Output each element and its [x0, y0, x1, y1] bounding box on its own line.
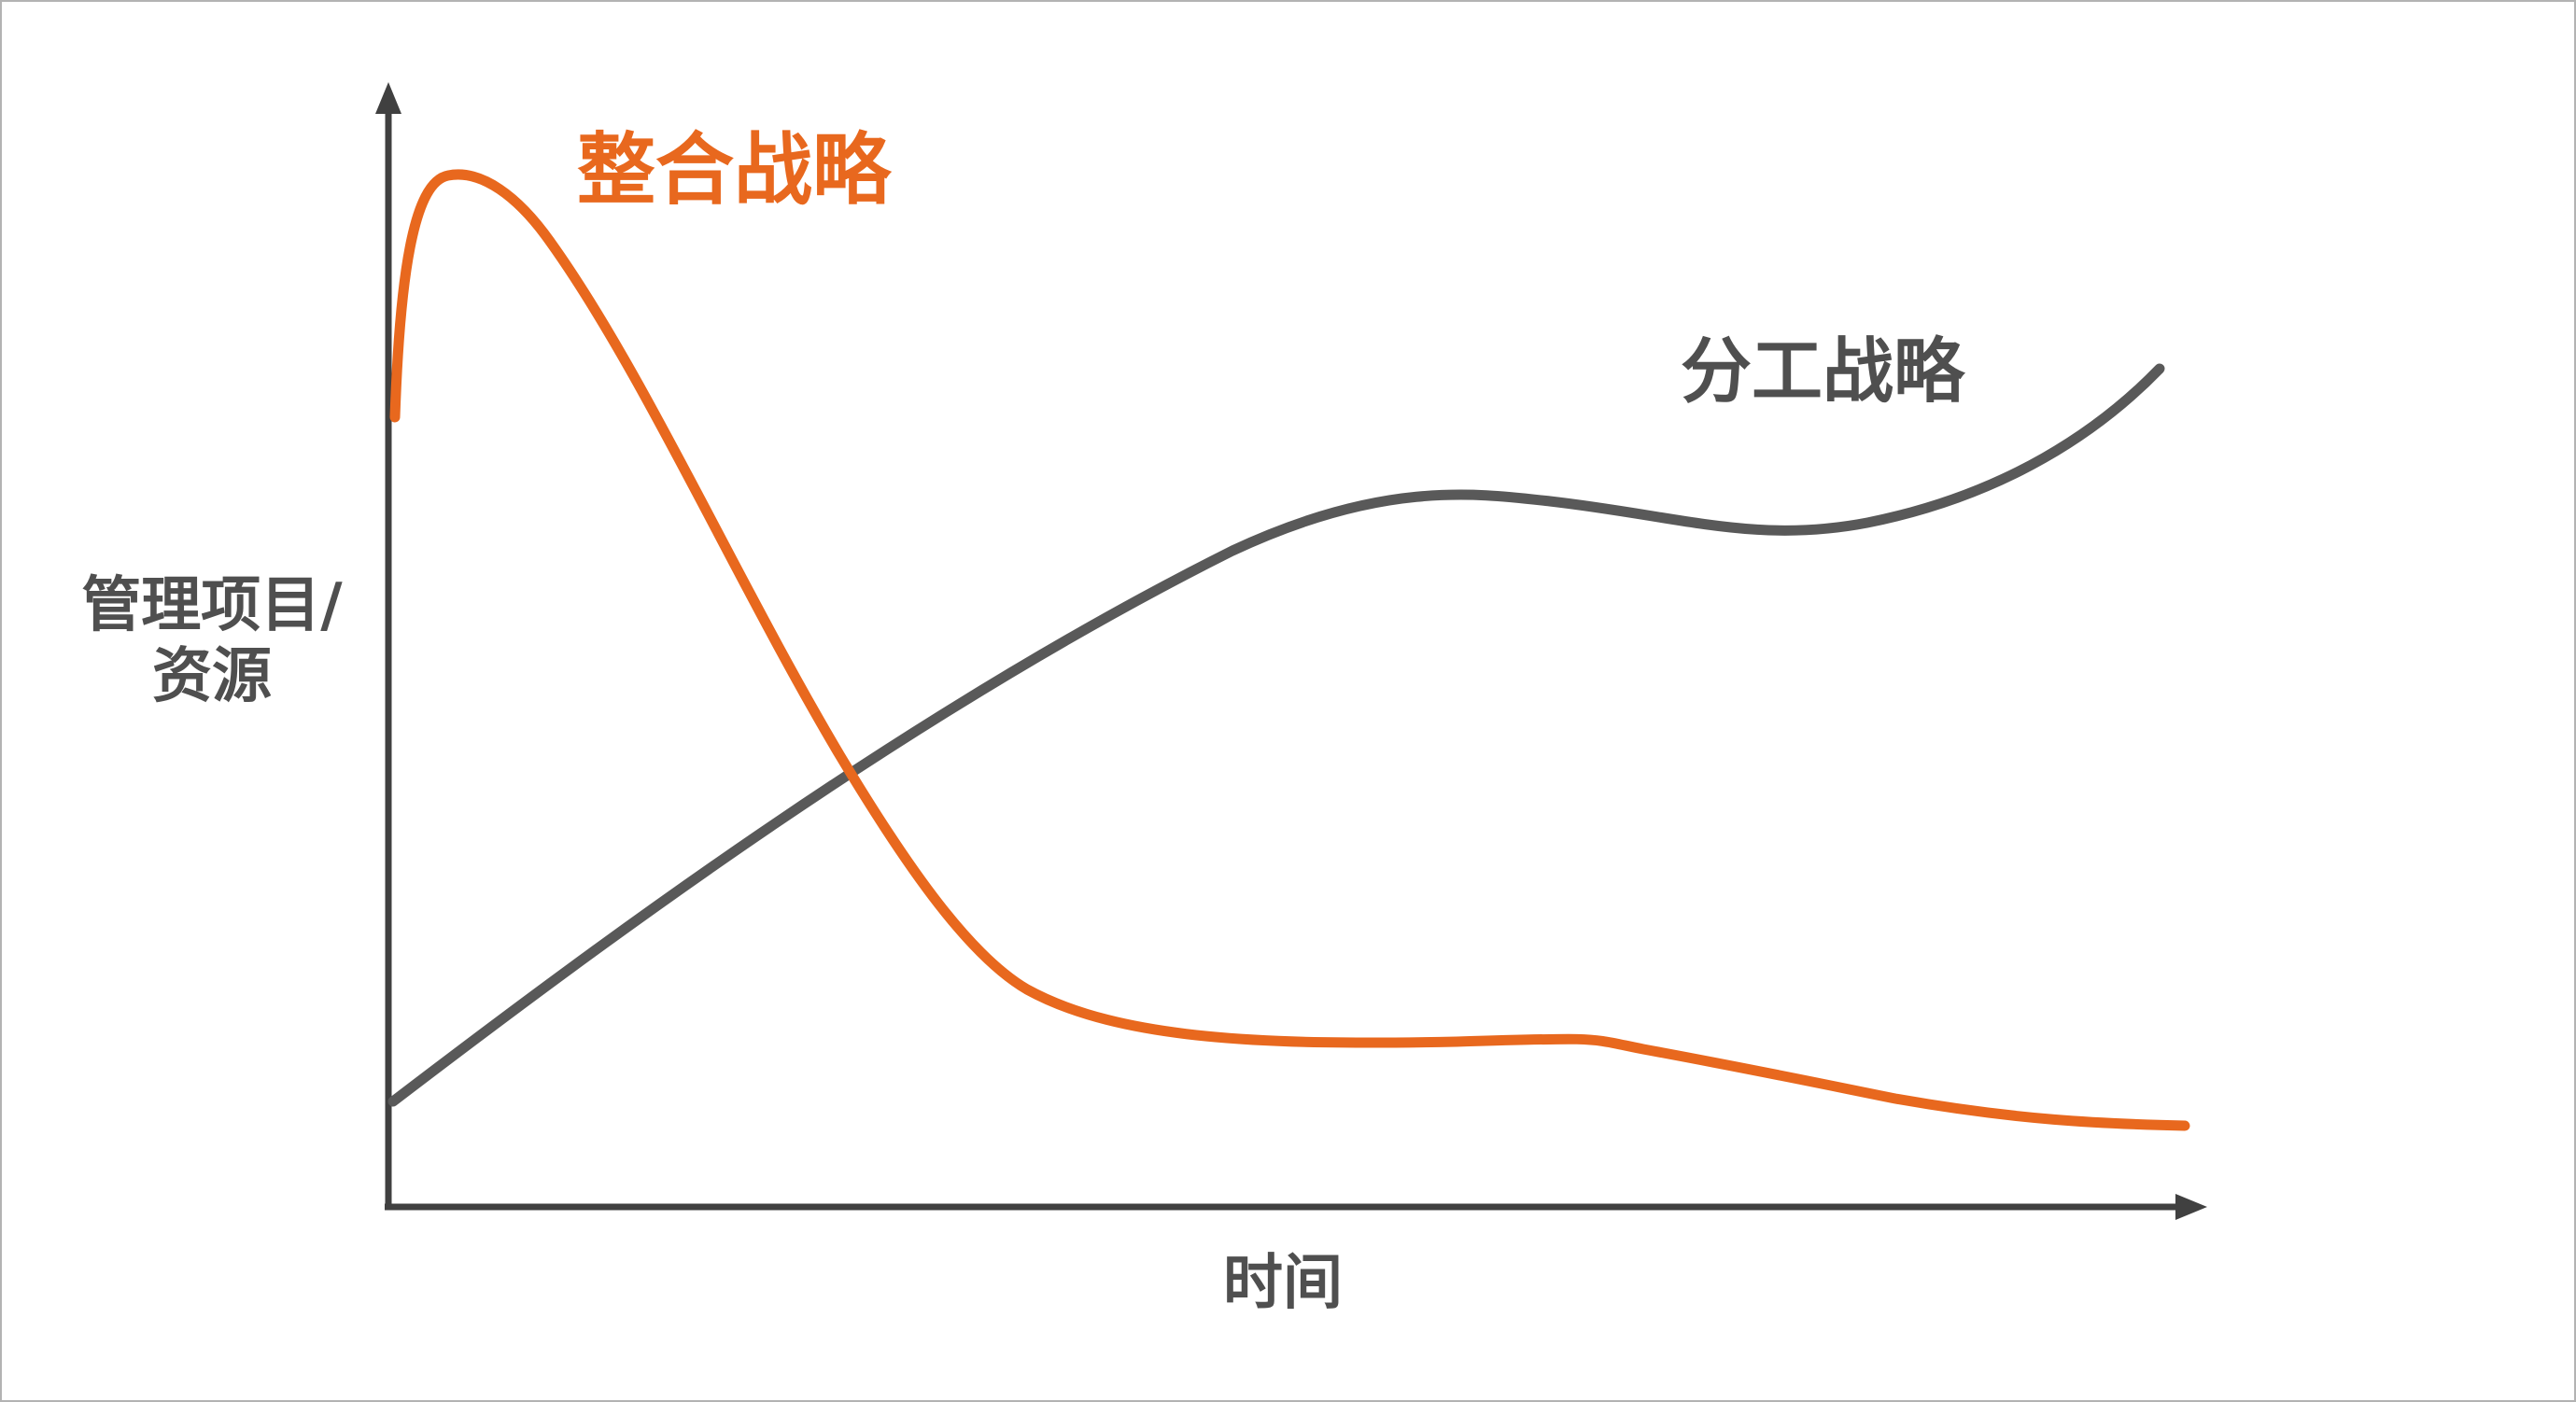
- y-axis-arrowhead: [375, 82, 401, 114]
- division-strategy-curve: [387, 363, 2165, 1107]
- y-axis-label-line2: 资源: [152, 641, 272, 711]
- integration-strategy-curve: [389, 169, 2190, 1131]
- axes: [375, 82, 2207, 1220]
- y-axis-label-line1: 管理项目/: [81, 571, 343, 640]
- y-axis-label: 管理项目/ 资源: [77, 571, 347, 712]
- x-axis-arrowhead: [2175, 1194, 2207, 1220]
- integration-strategy-label: 整合战略: [577, 124, 892, 216]
- x-axis-label: 时间: [1223, 1249, 1343, 1318]
- division-strategy-label: 分工战略: [1681, 329, 1964, 413]
